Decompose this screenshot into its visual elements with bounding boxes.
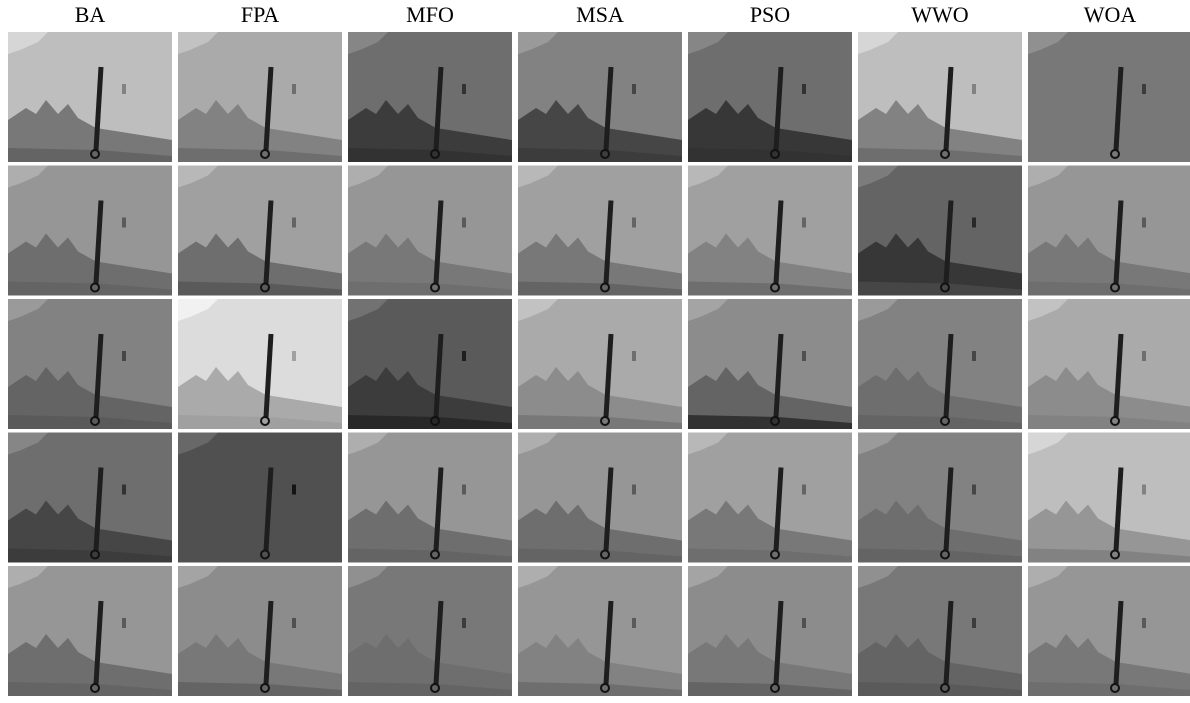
small-mark bbox=[462, 485, 466, 495]
small-mark bbox=[462, 618, 466, 628]
small-mark bbox=[122, 618, 126, 628]
small-mark bbox=[462, 351, 466, 361]
small-mark bbox=[972, 485, 976, 495]
segmented-image bbox=[348, 166, 512, 296]
small-mark bbox=[632, 618, 636, 628]
segmented-image bbox=[688, 166, 852, 296]
figure-grid: BA FPA MFO MSA PSO WWO WOA bbox=[0, 0, 1190, 703]
column-header: WWO bbox=[911, 2, 968, 27]
segmented-image bbox=[178, 566, 342, 696]
segmented-image bbox=[858, 166, 1022, 296]
segmented-image bbox=[1028, 299, 1190, 429]
small-mark bbox=[802, 84, 806, 94]
small-mark bbox=[122, 218, 126, 228]
small-mark bbox=[1142, 485, 1146, 495]
segmented-image bbox=[518, 166, 682, 296]
small-mark bbox=[802, 218, 806, 228]
small-mark bbox=[122, 485, 126, 495]
segmented-image bbox=[8, 299, 172, 429]
small-mark bbox=[292, 84, 296, 94]
segmented-image bbox=[348, 433, 512, 563]
segmented-image bbox=[8, 433, 172, 563]
segmented-image bbox=[348, 299, 512, 429]
small-mark bbox=[462, 218, 466, 228]
segmented-image bbox=[518, 566, 682, 696]
column-header: FPA bbox=[241, 2, 279, 27]
segmented-image bbox=[178, 299, 342, 429]
segmented-image bbox=[1028, 566, 1190, 696]
segmented-image bbox=[518, 299, 682, 429]
column-header: WOA bbox=[1084, 2, 1137, 27]
segmented-image bbox=[178, 433, 342, 563]
segmented-image bbox=[1028, 166, 1190, 296]
segmented-image bbox=[1028, 433, 1190, 563]
small-mark bbox=[292, 485, 296, 495]
small-mark bbox=[1142, 84, 1146, 94]
segmented-image bbox=[688, 433, 852, 563]
segmented-image bbox=[688, 32, 852, 162]
small-mark bbox=[122, 84, 126, 94]
small-mark bbox=[292, 618, 296, 628]
segmented-image bbox=[8, 566, 172, 696]
segmented-image bbox=[178, 32, 342, 162]
segmented-image bbox=[518, 32, 682, 162]
small-mark bbox=[1142, 218, 1146, 228]
segmented-image bbox=[8, 166, 172, 296]
segmented-image bbox=[348, 32, 512, 162]
segmented-image bbox=[688, 566, 852, 696]
small-mark bbox=[1142, 618, 1146, 628]
small-mark bbox=[972, 84, 976, 94]
segmented-image bbox=[518, 433, 682, 563]
small-mark bbox=[292, 351, 296, 361]
small-mark bbox=[462, 84, 466, 94]
small-mark bbox=[632, 84, 636, 94]
small-mark bbox=[122, 351, 126, 361]
small-mark bbox=[632, 218, 636, 228]
small-mark bbox=[292, 218, 296, 228]
segmented-image bbox=[858, 566, 1022, 696]
column-header: MSA bbox=[576, 2, 624, 27]
segmented-image bbox=[1028, 32, 1190, 162]
segmented-image bbox=[688, 299, 852, 429]
column-header: MFO bbox=[406, 2, 454, 27]
column-header: BA bbox=[75, 2, 106, 27]
small-mark bbox=[1142, 351, 1146, 361]
small-mark bbox=[972, 218, 976, 228]
small-mark bbox=[632, 485, 636, 495]
small-mark bbox=[802, 485, 806, 495]
segmented-image bbox=[178, 166, 342, 296]
segmented-image bbox=[858, 433, 1022, 563]
small-mark bbox=[802, 618, 806, 628]
small-mark bbox=[802, 351, 806, 361]
segmented-image bbox=[858, 299, 1022, 429]
segmented-image bbox=[858, 32, 1022, 162]
small-mark bbox=[972, 618, 976, 628]
segmented-image bbox=[348, 566, 512, 696]
segmented-image bbox=[8, 32, 172, 162]
small-mark bbox=[632, 351, 636, 361]
column-header: PSO bbox=[750, 2, 790, 27]
small-mark bbox=[972, 351, 976, 361]
